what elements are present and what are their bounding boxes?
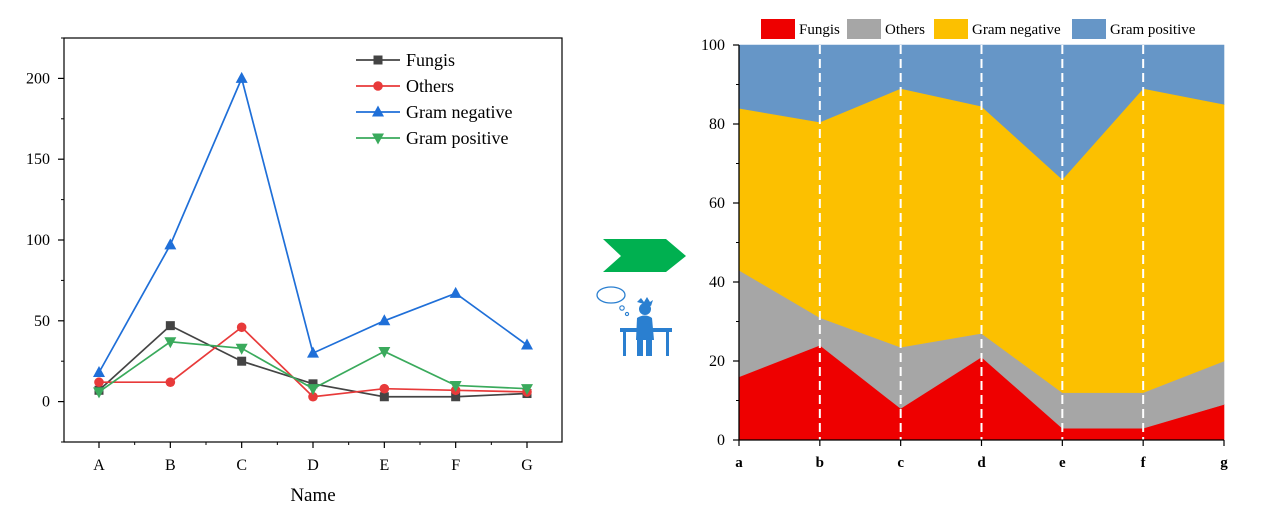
x-axis-title: Name — [290, 485, 335, 506]
y-tick-label: 200 — [26, 70, 50, 87]
legend-marker-others — [373, 81, 383, 91]
area-chart-legend: Fungis Others Gram negative Gram positive — [761, 19, 1196, 39]
data-point-gram-positive — [521, 384, 533, 396]
chevron-arrow-icon — [603, 239, 686, 272]
data-point-gram-negative — [307, 346, 319, 358]
y-tick-label: 100 — [26, 232, 50, 249]
y-tick-label: 60 — [709, 195, 725, 212]
x-tick-label: d — [977, 455, 986, 471]
area-chart-ticks: 0 20 40 60 80 100 a b c d e f g — [701, 37, 1228, 471]
line-chart-ticks: 0 50 100 150 200 A B C D E F G — [26, 37, 533, 474]
data-point-gram-negative — [378, 314, 391, 326]
line-chart-series — [93, 71, 533, 402]
transition-decoration — [596, 239, 686, 356]
data-point-gram-negative — [449, 286, 462, 298]
data-point-others — [165, 377, 176, 388]
y-tick-label: 50 — [34, 313, 50, 330]
data-point-gram-positive — [307, 384, 319, 396]
data-point-gram-negative — [164, 238, 177, 250]
legend-marker-fungis — [373, 55, 383, 65]
area-chart-dividers — [818, 45, 1145, 440]
data-point-fungis — [165, 321, 175, 331]
x-tick-label: E — [379, 457, 389, 474]
y-tick-label: 0 — [717, 432, 725, 449]
legend-swatch-others — [847, 19, 881, 39]
y-tick-label: 20 — [709, 353, 725, 370]
x-tick-label: e — [1059, 455, 1066, 471]
legend-label-fungis: Fungis — [799, 22, 840, 38]
x-tick-label: A — [93, 457, 105, 474]
legend-marker-gram-negative — [372, 105, 384, 117]
data-point-gram-positive — [378, 347, 391, 359]
x-tick-label: b — [816, 455, 824, 471]
data-point-others — [379, 383, 390, 394]
data-point-others — [94, 377, 104, 388]
thinking-student-icon — [596, 286, 672, 356]
y-tick-label: 100 — [701, 37, 725, 54]
legend-label-gram-negative: Gram negative — [972, 22, 1061, 38]
data-point-gram-positive — [164, 337, 177, 349]
y-tick-label: 40 — [709, 274, 725, 291]
data-point-gram-negative — [93, 366, 105, 378]
y-tick-label: 150 — [26, 151, 50, 168]
x-tick-label: f — [1141, 455, 1147, 471]
data-point-gram-positive — [93, 387, 105, 399]
line-chart: 0 50 100 150 200 A B C D E F G Fungis Others Gram neg… — [26, 37, 563, 506]
data-point-gram-positive — [449, 380, 462, 392]
legend-label-gram-negative: Gram negative — [406, 102, 512, 122]
x-tick-label: c — [897, 455, 904, 471]
x-tick-label: D — [307, 457, 319, 474]
y-tick-label: 80 — [709, 116, 725, 133]
data-point-gram-negative — [235, 71, 248, 83]
legend-label-fungis: Fungis — [406, 50, 455, 70]
x-tick-label: g — [1220, 455, 1228, 471]
legend-label-gram-positive: Gram positive — [1110, 22, 1196, 38]
data-point-fungis — [237, 356, 247, 366]
data-point-others — [308, 391, 318, 402]
legend-label-others: Others — [406, 76, 454, 96]
area-band-gram-positive — [738, 44, 1225, 180]
stacked-area-chart: 0 20 40 60 80 100 a b c d e f g Fungis Others Gram neg… — [701, 19, 1228, 471]
legend-swatch-gram-negative — [934, 19, 968, 39]
line-chart-legend: Fungis Others Gram negative Gram positive — [356, 50, 512, 148]
data-point-gram-positive — [235, 343, 248, 355]
data-point-fungis — [308, 379, 318, 389]
legend-swatch-fungis — [761, 19, 795, 39]
x-tick-label: G — [521, 457, 533, 474]
x-tick-label: F — [451, 457, 460, 474]
legend-label-others: Others — [885, 22, 925, 38]
y-tick-label: 0 — [42, 394, 50, 411]
legend-swatch-gram-positive — [1072, 19, 1106, 39]
x-tick-label: a — [735, 455, 743, 471]
data-point-fungis — [451, 392, 461, 402]
x-tick-label: C — [236, 457, 247, 474]
data-point-others — [236, 322, 247, 333]
data-point-gram-negative — [521, 338, 533, 350]
data-point-fungis — [379, 392, 389, 402]
series-line-gram-negative — [98, 75, 528, 373]
x-tick-label: B — [165, 457, 176, 474]
area-chart-areas — [738, 44, 1225, 441]
legend-label-gram-positive: Gram positive — [406, 128, 508, 148]
legend-marker-gram-positive — [372, 133, 384, 145]
